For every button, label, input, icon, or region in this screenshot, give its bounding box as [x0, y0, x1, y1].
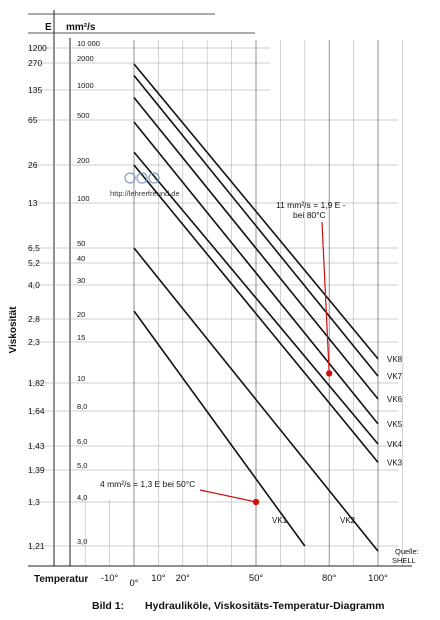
- annotation-text-1: 4 mm²/s = 1,3 E bei 50°C: [100, 479, 195, 489]
- e-tick-label: 5,2: [28, 258, 40, 268]
- e-tick-label: 1200: [28, 43, 47, 53]
- mm-tick-label: 500: [77, 111, 90, 120]
- e-tick-label: 65: [28, 115, 38, 125]
- e-tick-label: 13: [28, 198, 38, 208]
- series-line-vk5: [133, 121, 379, 425]
- series-line-vk2: [133, 247, 379, 552]
- e-unit-label: E: [45, 22, 52, 33]
- series-label-vk1: VK1: [272, 516, 288, 525]
- annotation-marker-2: [326, 370, 333, 377]
- e-tick-label: 1,21: [28, 541, 45, 551]
- source-note-value: SHELL: [392, 556, 416, 565]
- mm-tick-label: 2000: [77, 54, 94, 63]
- e-tick-label: 26: [28, 160, 38, 170]
- x-tick-label: 10°: [151, 573, 166, 584]
- watermark-text: http://lehrerfreund.de: [110, 189, 180, 198]
- mm-tick-label: 15: [77, 333, 85, 342]
- annotation-leader-2: [321, 221, 330, 374]
- series-label-vk8: VK8: [387, 355, 403, 364]
- e-tick-label: 4,0: [28, 280, 40, 290]
- e-tick-label: 2,8: [28, 314, 40, 324]
- mm-tick-label: 6,0: [77, 437, 87, 446]
- e-tick-label: 6,5: [28, 243, 40, 253]
- series-line-vk3: [133, 164, 379, 463]
- mm-tick-label: 10: [77, 374, 85, 383]
- figure-caption: Bild 1: Hydrauliköle, Viskositäts-Temper…: [92, 600, 402, 612]
- mm-tick-label: 10 000: [77, 39, 100, 48]
- caption-text: Hydrauliköle, Viskositäts-Temperatur-Dia…: [145, 600, 385, 612]
- mm-tick-label: 20: [77, 310, 85, 319]
- x-tick-label: 80°: [322, 573, 337, 584]
- annotation-text-2-line-2: bei 80°C: [293, 210, 326, 220]
- e-tick-label: 1,64: [28, 406, 45, 416]
- series-line-vk4: [133, 151, 379, 445]
- mm-tick-label: 1000: [77, 81, 94, 90]
- e-tick-label: 2,3: [28, 337, 40, 347]
- watermark-gear-icon: [136, 172, 148, 184]
- x-tick-label: -10°: [101, 573, 119, 584]
- annotation-marker-1: [252, 498, 260, 506]
- series-line-vk7: [133, 75, 379, 377]
- mm-tick-label: 40: [77, 254, 85, 263]
- watermark-gear-icon: [148, 172, 160, 184]
- mm-tick-label: 5,0: [77, 461, 87, 470]
- annotation-leader-1: [199, 489, 257, 503]
- mm-tick-label: 30: [77, 276, 85, 285]
- series-label-vk5: VK5: [387, 420, 403, 429]
- e-tick-label: 1,43: [28, 441, 45, 451]
- watermark-gear-icon: [124, 172, 136, 184]
- e-tick-label: 270: [28, 58, 42, 68]
- series-line-vk8: [133, 63, 379, 360]
- series-label-vk6: VK6: [387, 395, 403, 404]
- x-axis-title: Temperatur: [34, 574, 88, 585]
- mm-tick-label: 8,0: [77, 402, 87, 411]
- e-tick-label: 135: [28, 85, 42, 95]
- source-note-label: Quelle:: [395, 547, 419, 556]
- caption-number: Bild 1:: [92, 600, 125, 612]
- x-tick-label: 50°: [249, 573, 264, 584]
- e-tick-label: 1,82: [28, 378, 45, 388]
- x-tick-label: 100°: [368, 573, 388, 584]
- e-tick-label: 1,39: [28, 465, 45, 475]
- mm-tick-label: 200: [77, 156, 90, 165]
- series-line-vk6: [133, 97, 379, 400]
- series-line-vk1: [133, 310, 306, 547]
- series-label-vk4: VK4: [387, 440, 403, 449]
- mm-tick-label: 3,0: [77, 537, 87, 546]
- e-tick-label: 1,3: [28, 497, 40, 507]
- x-tick-label: 20°: [176, 573, 191, 584]
- mm-unit-label: mm²/s: [66, 22, 96, 33]
- series-label-vk3: VK3: [387, 458, 403, 467]
- mm-tick-label: 4,0: [77, 493, 87, 502]
- y-axis-title: Viskosität: [8, 306, 19, 354]
- mm-tick-label: 100: [77, 194, 90, 203]
- watermark-logo: http://lehrerfreund.de: [110, 172, 180, 198]
- x-tick-label: 0°: [129, 578, 138, 589]
- series-label-vk7: VK7: [387, 372, 403, 381]
- annotation-text-2-line-1: 11 mm²/s = 1,9 E -: [276, 200, 346, 210]
- mm-tick-label: 50: [77, 239, 85, 248]
- series-label-vk2: VK2: [340, 516, 356, 525]
